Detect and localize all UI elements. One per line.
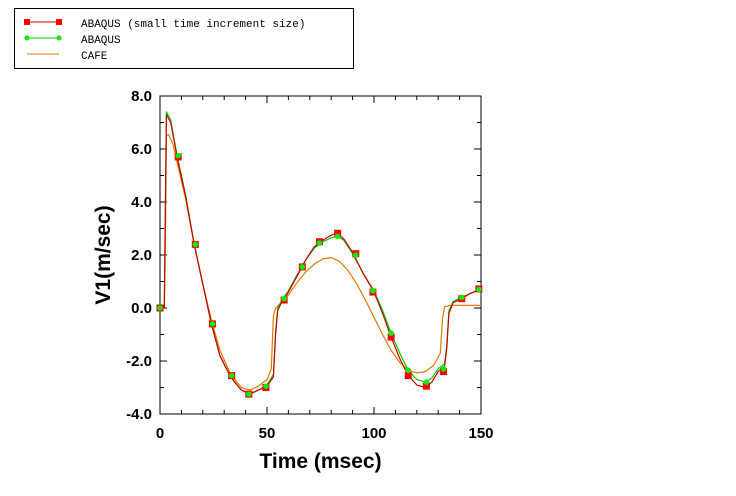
y-tick-label: 4.0 <box>131 194 152 211</box>
data-point-circle <box>192 241 199 248</box>
data-point-circle <box>405 367 412 374</box>
legend-label: ABAQUS <box>81 35 121 47</box>
x-tick-label: 150 <box>468 425 493 442</box>
series-line-2 <box>160 133 481 391</box>
data-point-circle <box>281 295 287 302</box>
data-point-circle <box>263 383 269 389</box>
y-axis-title: V1(m/sec) <box>92 205 115 304</box>
data-point-circle <box>334 233 341 240</box>
data-point-circle <box>157 305 163 311</box>
legend: ABAQUS (small time increment size) ABAQU… <box>14 8 354 69</box>
tick-labels: 0 50 100 150 -4.0 -2.0 0.0 2.0 4.0 6.0 8.0 <box>126 88 493 442</box>
legend-entry: CAFE <box>15 49 353 65</box>
y-tick-label: -2.0 <box>126 353 152 370</box>
data-point-circle <box>175 152 181 159</box>
y-tick-label: 8.0 <box>131 88 152 105</box>
legend-entry: ABAQUS <box>15 33 353 49</box>
axis-ticks <box>159 95 482 415</box>
data-point-square <box>387 333 395 341</box>
legend-label: CAFE <box>81 51 108 63</box>
series-lines <box>160 111 482 395</box>
data-point-circle <box>440 366 447 372</box>
x-axis-title: Time (msec) <box>259 450 381 473</box>
y-tick-label: 6.0 <box>131 141 152 158</box>
data-point-circle <box>423 379 430 386</box>
data-point-circle <box>228 372 235 379</box>
legend-swatch-line <box>27 53 59 55</box>
y-tick-label: 0.0 <box>131 300 152 317</box>
series-line-1 <box>160 111 482 395</box>
data-point-square <box>334 229 342 237</box>
x-tick-label: 100 <box>361 425 386 442</box>
data-point-circle <box>388 330 394 336</box>
data-point-circle <box>370 287 376 294</box>
legend-swatch-line-circle-markers <box>24 35 62 41</box>
y-tick-label: -4.0 <box>126 406 152 423</box>
legend-swatch-line-square-markers <box>24 19 62 25</box>
legend-entry: ABAQUS (small time increment size) <box>15 17 353 33</box>
data-point-circle <box>458 294 465 301</box>
y-tick-label: 2.0 <box>131 247 152 264</box>
data-point-circle <box>353 252 359 258</box>
x-tick-label: 0 <box>156 425 164 442</box>
legend-label: ABAQUS (small time increment size) <box>81 19 306 31</box>
series-line-0 <box>160 113 482 395</box>
data-point-square <box>404 372 412 380</box>
series-markers <box>156 152 483 398</box>
data-point-circle <box>476 286 482 293</box>
data-point-circle <box>299 264 306 270</box>
data-point-circle <box>316 240 323 246</box>
data-point-square <box>422 382 430 390</box>
x-tick-label: 50 <box>259 425 276 442</box>
data-point-circle <box>209 321 216 327</box>
data-point-circle <box>246 391 252 397</box>
